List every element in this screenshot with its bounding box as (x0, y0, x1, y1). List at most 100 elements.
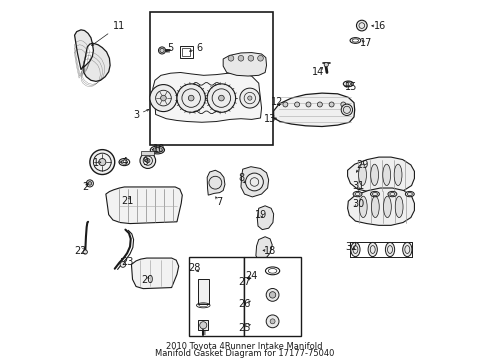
Text: 6: 6 (196, 43, 202, 53)
Text: 24: 24 (245, 271, 257, 281)
Ellipse shape (367, 242, 377, 257)
Circle shape (240, 88, 259, 108)
Ellipse shape (359, 196, 366, 217)
Polygon shape (347, 157, 413, 193)
Text: 13: 13 (264, 114, 276, 125)
Ellipse shape (358, 164, 366, 185)
Bar (141, 151, 154, 155)
Circle shape (218, 95, 224, 101)
Circle shape (265, 315, 279, 328)
Text: 2010 Toyota 4Runner Intake Manifold: 2010 Toyota 4Runner Intake Manifold (166, 342, 322, 351)
Text: 26: 26 (238, 299, 250, 309)
Text: 22: 22 (75, 246, 87, 256)
Text: 16: 16 (373, 21, 386, 31)
Polygon shape (223, 53, 266, 76)
Text: 7: 7 (215, 197, 222, 207)
Circle shape (199, 322, 206, 329)
Ellipse shape (405, 192, 413, 197)
Text: 19: 19 (255, 210, 267, 220)
Circle shape (90, 150, 115, 175)
Circle shape (356, 20, 366, 31)
Bar (182, 48, 190, 56)
Text: 14: 14 (312, 67, 324, 77)
Polygon shape (257, 206, 273, 230)
Text: 1: 1 (93, 158, 99, 168)
Text: 5: 5 (167, 43, 173, 53)
Text: 8: 8 (237, 174, 244, 184)
Circle shape (238, 55, 244, 61)
Circle shape (120, 262, 125, 267)
Text: 3: 3 (133, 110, 139, 120)
Circle shape (83, 250, 87, 254)
Circle shape (328, 102, 333, 107)
Ellipse shape (382, 164, 390, 185)
Circle shape (86, 180, 93, 187)
Polygon shape (131, 258, 179, 289)
Polygon shape (152, 72, 261, 122)
Circle shape (207, 84, 235, 112)
Text: 12: 12 (270, 96, 283, 107)
Bar (180, 46, 192, 58)
Circle shape (269, 292, 275, 298)
Circle shape (305, 102, 310, 107)
Ellipse shape (370, 192, 379, 197)
Bar (189, 257, 244, 336)
Circle shape (158, 47, 165, 54)
Circle shape (269, 319, 275, 324)
Text: 20: 20 (142, 275, 154, 285)
Circle shape (341, 104, 352, 116)
Text: 25: 25 (238, 323, 250, 333)
Text: 30: 30 (351, 199, 364, 209)
Ellipse shape (383, 196, 390, 217)
Polygon shape (347, 188, 413, 225)
Ellipse shape (402, 242, 411, 257)
Text: 29: 29 (356, 160, 368, 170)
Ellipse shape (343, 81, 352, 87)
Ellipse shape (352, 192, 361, 197)
Text: 23: 23 (121, 257, 133, 267)
Circle shape (317, 102, 322, 107)
Text: 15: 15 (344, 82, 357, 93)
Bar (198, 320, 208, 330)
Text: 21: 21 (122, 196, 134, 206)
Text: 10: 10 (153, 144, 165, 154)
Circle shape (145, 158, 150, 163)
Circle shape (155, 148, 160, 153)
Ellipse shape (385, 242, 394, 257)
Circle shape (245, 173, 263, 191)
Text: 31: 31 (351, 181, 364, 191)
Circle shape (188, 95, 194, 101)
Circle shape (177, 84, 205, 112)
Circle shape (247, 55, 253, 61)
Circle shape (99, 158, 105, 166)
Text: 17: 17 (359, 38, 371, 48)
Ellipse shape (370, 164, 378, 185)
Bar (197, 279, 208, 304)
Ellipse shape (150, 146, 164, 154)
Circle shape (88, 182, 91, 185)
Circle shape (324, 63, 328, 67)
Text: 32: 32 (344, 242, 357, 252)
Circle shape (340, 102, 345, 107)
Ellipse shape (393, 164, 401, 185)
Polygon shape (105, 187, 182, 224)
Circle shape (265, 288, 279, 301)
Polygon shape (273, 93, 354, 126)
Text: 9: 9 (142, 157, 148, 167)
Bar (244, 257, 300, 336)
Circle shape (294, 102, 299, 107)
Circle shape (160, 95, 166, 101)
Circle shape (140, 153, 155, 168)
Ellipse shape (371, 196, 379, 217)
Text: 4: 4 (121, 157, 127, 167)
Text: 28: 28 (188, 263, 201, 273)
Bar (150, 12, 272, 145)
Circle shape (228, 55, 233, 61)
Ellipse shape (350, 242, 359, 257)
Text: Manifold Gasket Diagram for 17177-75040: Manifold Gasket Diagram for 17177-75040 (155, 349, 333, 358)
Circle shape (257, 55, 263, 61)
Ellipse shape (394, 196, 402, 217)
Circle shape (283, 102, 287, 107)
Polygon shape (255, 237, 272, 261)
Ellipse shape (387, 192, 396, 197)
